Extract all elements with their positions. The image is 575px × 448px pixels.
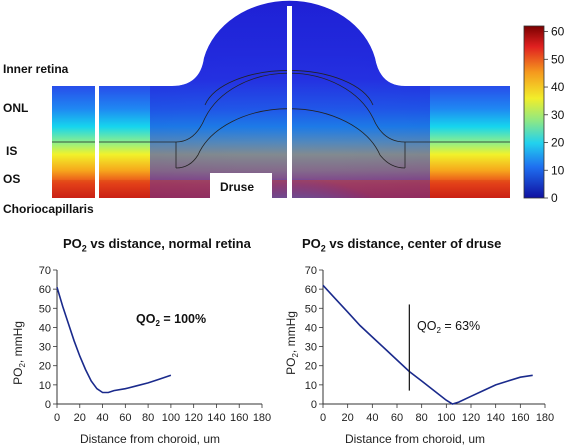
- chart2-title: PO2 vs distance, center of druse: [302, 236, 502, 254]
- layer-label-onl: ONL: [3, 101, 29, 115]
- y-tick-label: 60: [305, 284, 317, 296]
- colorbar-tick-label: 10: [551, 163, 565, 177]
- x-tick-label: 60: [119, 412, 131, 424]
- x-tick-label: 40: [96, 412, 108, 424]
- y-tick-label: 60: [39, 284, 51, 296]
- chart1-xlabel: Distance from choroid, um: [80, 432, 220, 446]
- x-tick-label: 80: [416, 412, 428, 424]
- x-tick-label: 40: [366, 412, 378, 424]
- x-tick-label: 140: [486, 412, 504, 424]
- y-tick-label: 0: [311, 399, 317, 411]
- chart1-series-line: [56, 286, 172, 394]
- chart2-y-ticks: 0 10 20 30 40 50 60 70: [305, 265, 323, 411]
- layer-label-os: OS: [3, 172, 21, 186]
- chart1-svg: 0 20 40 60 80 100 120 140 160 180 0 10 20 30 40 50 60 70…: [11, 265, 271, 446]
- x-tick-label: 80: [142, 412, 154, 424]
- y-tick-label: 50: [39, 303, 51, 315]
- colorbar-tick-label: 50: [551, 52, 565, 66]
- druse-label: Druse: [220, 180, 254, 194]
- y-tick-label: 20: [305, 361, 317, 373]
- x-tick-label: 140: [207, 412, 225, 424]
- x-tick-label: 120: [184, 412, 202, 424]
- y-tick-label: 10: [305, 380, 317, 392]
- y-tick-label: 0: [45, 399, 51, 411]
- x-tick-label: 120: [462, 412, 480, 424]
- x-tick-label: 100: [162, 412, 180, 424]
- x-tick-label: 180: [536, 412, 554, 424]
- y-tick-label: 30: [39, 342, 51, 354]
- x-tick-label: 0: [320, 412, 326, 424]
- x-tick-label: 0: [54, 412, 60, 424]
- colorbar: [523, 25, 545, 199]
- chart2-ylabel: PO2, mmHg: [285, 311, 300, 375]
- y-tick-label: 70: [39, 265, 51, 277]
- oxygen-heatmap: Druse 60 50 40 30 20 10 0: [52, 0, 565, 205]
- layer-label-inner-retina: Inner retina: [3, 62, 69, 76]
- y-tick-label: 50: [305, 303, 317, 315]
- layer-label-is: IS: [6, 144, 18, 158]
- y-tick-label: 10: [39, 380, 51, 392]
- x-tick-label: 160: [230, 412, 248, 424]
- chart2-series-line: [322, 284, 533, 405]
- x-tick-label: 100: [437, 412, 455, 424]
- chart1-annotation: QO2 = 100%: [136, 312, 206, 328]
- chart1-ylabel: PO2, mmHg: [11, 321, 27, 385]
- slice-line-druse-center: [287, 6, 292, 198]
- colorbar-tick-label: 0: [551, 191, 558, 205]
- colorbar-tick-label: 40: [551, 80, 565, 94]
- x-tick-label: 20: [74, 412, 86, 424]
- chart1-title: PO2 vs distance, normal retina: [63, 236, 251, 254]
- x-tick-label: 160: [511, 412, 529, 424]
- chart2-xlabel: Distance from choroid, um: [345, 432, 485, 446]
- y-tick-label: 40: [305, 322, 317, 334]
- x-tick-label: 180: [253, 412, 271, 424]
- x-tick-label: 20: [342, 412, 354, 424]
- colorbar-tick-label: 20: [551, 136, 565, 150]
- chart2-annotation: QO2 = 63%: [417, 319, 480, 335]
- y-tick-label: 70: [305, 265, 317, 277]
- colorbar-tick-label: 60: [551, 25, 565, 39]
- druse-box: [210, 173, 272, 199]
- slice-line-normal: [95, 86, 99, 198]
- chart1-axes: [56, 270, 262, 405]
- y-tick-label: 20: [39, 361, 51, 373]
- y-tick-label: 30: [305, 342, 317, 354]
- colorbar-tick-label: 30: [551, 108, 565, 122]
- chart1-y-ticks: 0 10 20 30 40 50 60 70: [39, 265, 57, 411]
- chart2-axes: [322, 270, 545, 405]
- x-tick-label: 60: [391, 412, 403, 424]
- colorbar-ticks: 60 50 40 30 20 10 0: [544, 25, 565, 205]
- chart2-x-ticks: 0 20 40 60 80 100 120 140 160 180: [320, 404, 554, 424]
- chart1-x-ticks: 0 20 40 60 80 100 120 140 160 180: [54, 404, 271, 424]
- chart2-svg: 0 20 40 60 80 100 120 140 160 180 0 10 20 30 40 50 60 70…: [285, 265, 554, 446]
- y-tick-label: 40: [39, 322, 51, 334]
- layer-label-choriocapillaris: Choriocapillaris: [3, 202, 94, 216]
